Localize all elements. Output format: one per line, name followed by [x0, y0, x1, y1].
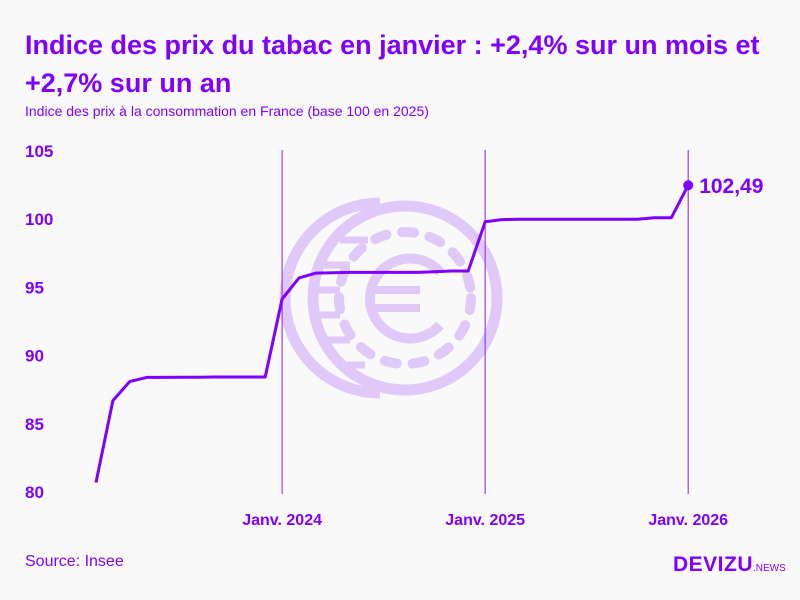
x-tick-label: Janv. 2024 [242, 512, 322, 529]
y-tick-label: 105 [25, 142, 53, 161]
y-tick-label: 80 [25, 483, 44, 502]
source-note: Source: Insee [25, 553, 124, 570]
series-line [94, 184, 690, 483]
logo-suffix: .NEWS [753, 563, 786, 574]
y-tick-label: 90 [25, 347, 44, 366]
chart-subtitle: Indice des prix à la consommation en Fra… [25, 103, 429, 119]
x-tick-label: Janv. 2025 [445, 512, 525, 529]
y-tick-label: 85 [25, 415, 44, 434]
last-value-label: 102,49 [699, 175, 763, 198]
chart-title: Indice des prix du tabac en janvier : +2… [25, 30, 760, 98]
brand-logo: DEVIZU.NEWS [673, 553, 786, 577]
last-point [683, 180, 694, 191]
y-tick-label: 95 [25, 278, 44, 297]
x-tick-label: Janv. 2026 [648, 512, 728, 529]
y-tick-label: 100 [25, 210, 53, 229]
logo-main: DEVIZU [673, 553, 754, 576]
euro-coin-icon [279, 197, 503, 399]
